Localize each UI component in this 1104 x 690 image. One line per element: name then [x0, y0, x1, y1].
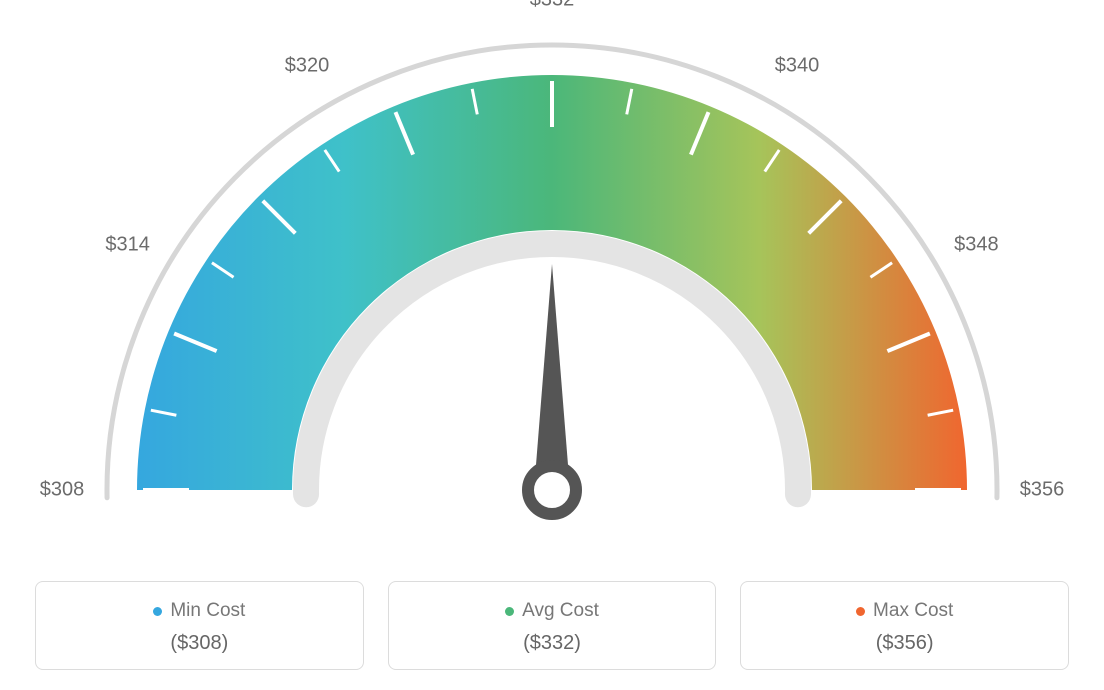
avg-cost-title: Avg Cost — [505, 600, 599, 622]
dot-icon — [505, 607, 514, 616]
dot-icon — [153, 607, 162, 616]
tick-label: $308 — [40, 479, 85, 502]
avg-cost-label: Avg Cost — [522, 600, 599, 622]
max-cost-title: Max Cost — [856, 600, 953, 622]
min-cost-card: Min Cost ($308) — [35, 581, 364, 670]
min-cost-value: ($308) — [46, 632, 353, 655]
tick-label: $314 — [105, 234, 150, 257]
summary-cards: Min Cost ($308) Avg Cost ($332) Max Cost… — [35, 581, 1069, 670]
max-cost-label: Max Cost — [873, 600, 953, 622]
gauge-chart: $308 $314 $320 $332 $340 $348 $356 — [0, 0, 1104, 540]
tick-label: $340 — [775, 54, 820, 77]
max-cost-card: Max Cost ($356) — [740, 581, 1069, 670]
tick-label: $320 — [285, 54, 330, 77]
min-cost-title: Min Cost — [153, 600, 245, 622]
avg-cost-value: ($332) — [399, 632, 706, 655]
tick-label: $356 — [1020, 479, 1065, 502]
min-cost-label: Min Cost — [170, 600, 245, 622]
tick-label: $348 — [954, 234, 999, 257]
tick-label: $332 — [530, 0, 575, 12]
max-cost-value: ($356) — [751, 632, 1058, 655]
gauge-svg — [0, 0, 1104, 540]
dot-icon — [856, 607, 865, 616]
avg-cost-card: Avg Cost ($332) — [388, 581, 717, 670]
